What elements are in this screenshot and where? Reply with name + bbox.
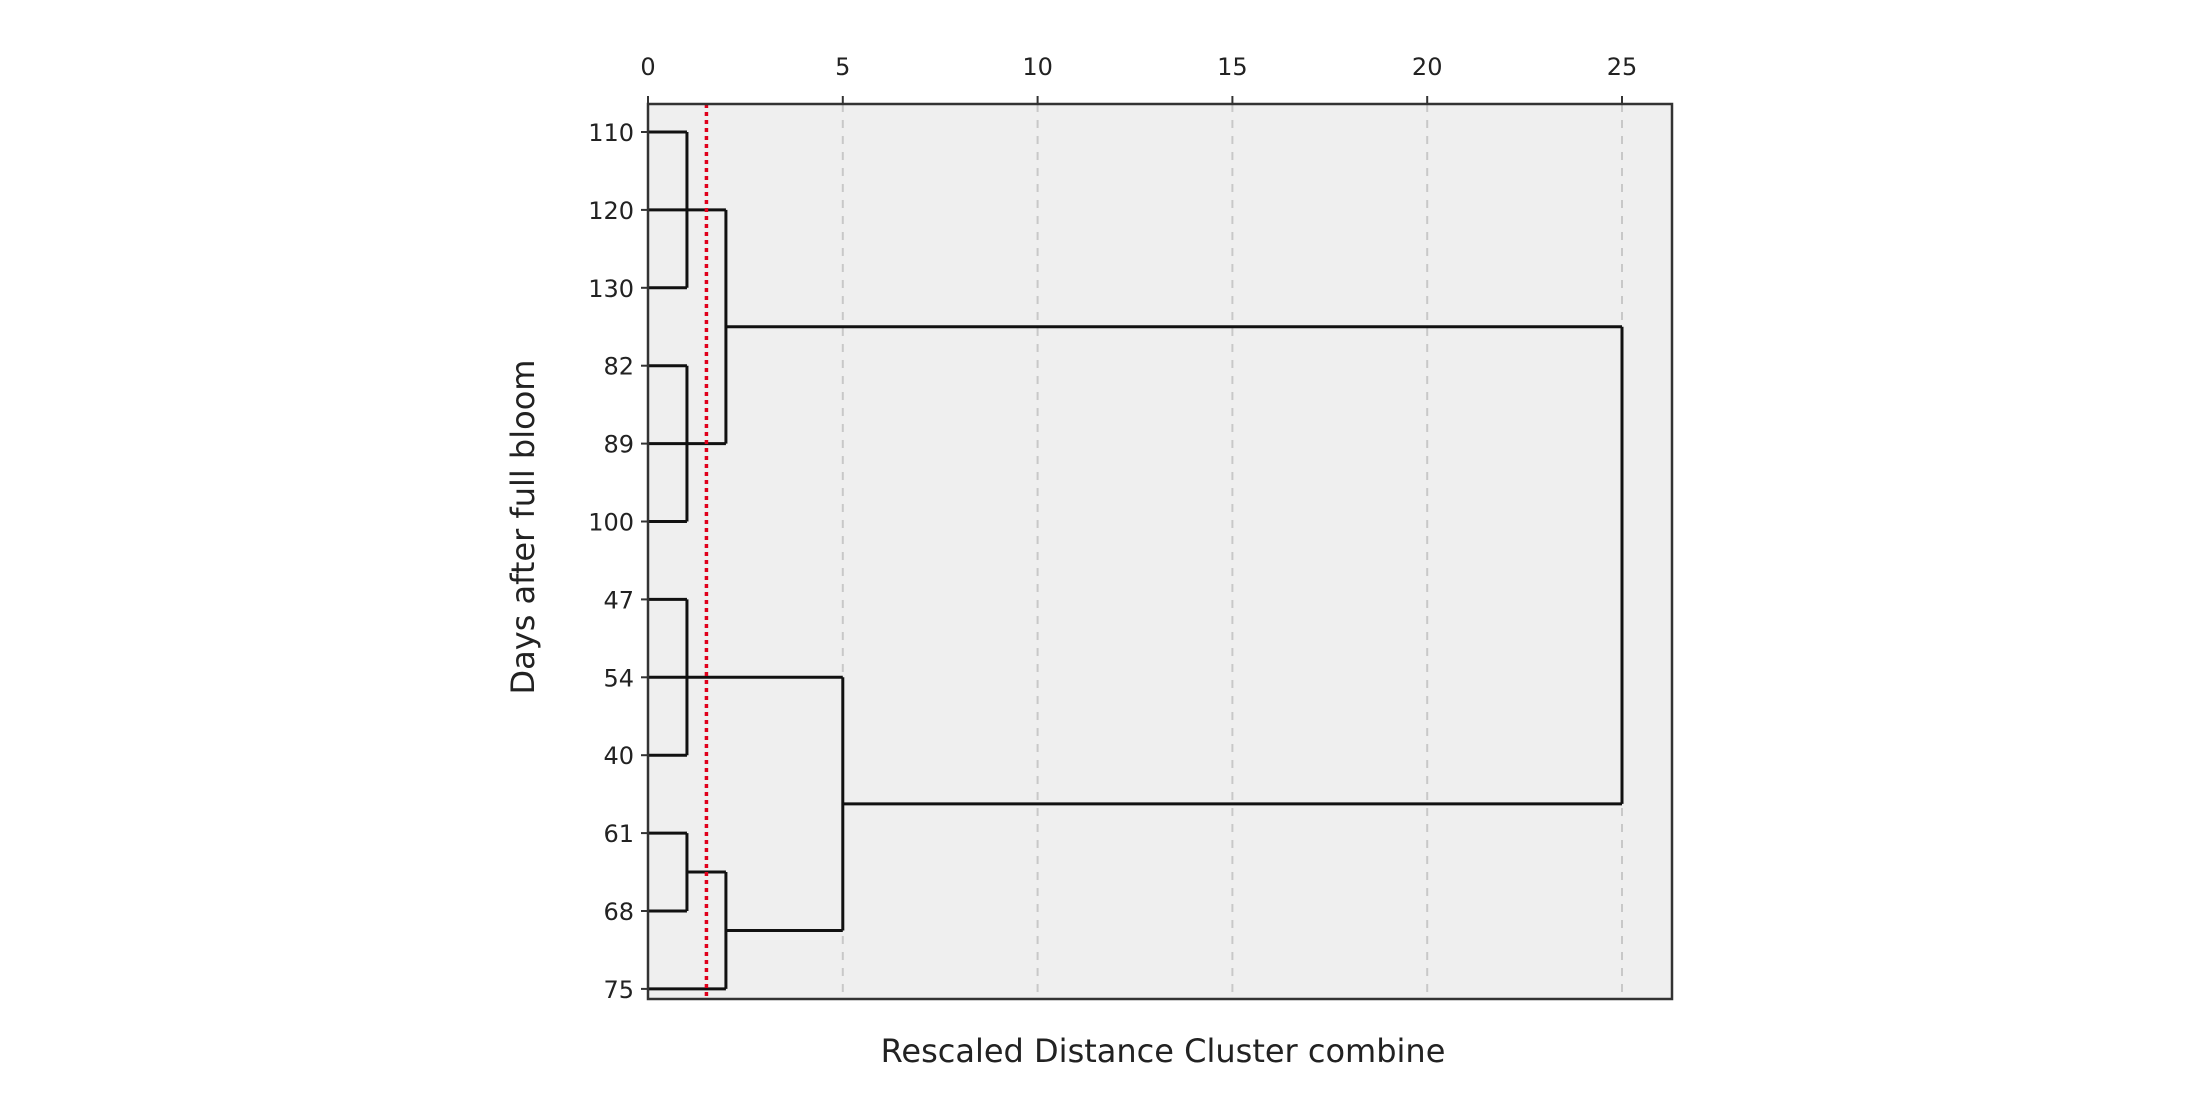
y-axis-leaf-labels: 110 120 130 82 89 100 47 54 40 61 68 75 bbox=[588, 119, 648, 1004]
plot-frame bbox=[646, 102, 1674, 1001]
y-axis-title: Days after full bloom bbox=[504, 360, 542, 695]
x-axis-title: Rescaled Distance Cluster combine bbox=[881, 1032, 1446, 1070]
grid-layer bbox=[841, 104, 1623, 999]
x-tick-label-0: 0 bbox=[640, 53, 655, 81]
leaf-label-130: 130 bbox=[588, 275, 634, 303]
leaf-label-110: 110 bbox=[588, 119, 634, 147]
x-tick-label-5: 5 bbox=[835, 53, 850, 81]
x-tick-label-10: 10 bbox=[1022, 53, 1053, 81]
plot-area bbox=[648, 104, 1672, 999]
leaf-label-89: 89 bbox=[603, 431, 634, 459]
leaf-label-75: 75 bbox=[603, 976, 634, 1004]
x-axis-ticks: 0 5 10 15 20 25 bbox=[640, 53, 1637, 104]
leaf-label-61: 61 bbox=[603, 820, 634, 848]
merge-link-8 bbox=[725, 325, 1624, 806]
leaf-label-40: 40 bbox=[603, 742, 634, 770]
leaf-label-82: 82 bbox=[603, 353, 634, 381]
leaf-label-100: 100 bbox=[588, 509, 634, 537]
dendrogram-links bbox=[648, 130, 1624, 991]
frame-layer bbox=[646, 102, 1674, 1001]
leaf-label-47: 47 bbox=[603, 586, 634, 614]
leaf-label-54: 54 bbox=[603, 664, 634, 692]
x-tick-label-20: 20 bbox=[1412, 53, 1443, 81]
leaf-label-68: 68 bbox=[603, 898, 634, 926]
x-tick-label-25: 25 bbox=[1607, 53, 1638, 81]
leaf-label-120: 120 bbox=[588, 197, 634, 225]
x-tick-label-15: 15 bbox=[1217, 53, 1248, 81]
plot-background-layer bbox=[648, 104, 1672, 999]
